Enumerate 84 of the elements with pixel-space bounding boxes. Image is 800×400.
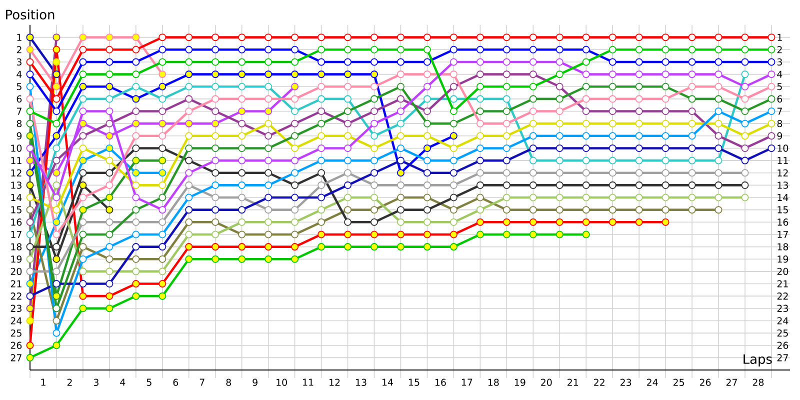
y2-tick-label: 7 [777, 108, 782, 115]
y-tick-label: 12 [11, 169, 22, 176]
x-tick-label: 4 [120, 378, 126, 386]
y-tick-label: 15 [11, 206, 22, 214]
y-tick-label: 14 [11, 194, 22, 201]
y-tick-label: 19 [11, 256, 22, 263]
y2-tick-label: 20 [777, 268, 788, 276]
x-tick-label: 25 [673, 378, 684, 386]
x-tick-label: 14 [382, 378, 393, 386]
y-tick-label: 5 [16, 83, 22, 90]
y-tick-label: 21 [10, 280, 22, 288]
x-tick-label: 3 [94, 378, 98, 386]
y-tick-label: 17 [11, 231, 22, 238]
x-tick-label: 26 [700, 378, 711, 386]
y-tick-label: 4 [16, 70, 22, 78]
y2-tick-label: 6 [777, 95, 782, 103]
x-tick-label: 16 [435, 378, 446, 386]
y2-tick-label: 14 [778, 194, 788, 201]
y2-tick-label: 18 [778, 243, 788, 250]
y2-tick-label: 27 [777, 354, 788, 362]
y2-tick-label: 16 [778, 218, 788, 226]
y-tick-label: 27 [10, 354, 22, 362]
y-tick-label: 7 [16, 108, 22, 115]
x-tick-label: 13 [356, 378, 366, 386]
y2-tick-label: 1 [778, 34, 782, 41]
y2-tick-label: 8 [777, 120, 782, 128]
y2-tick-label: 21 [777, 280, 788, 288]
y2-tick-label: 17 [778, 231, 788, 238]
x-tick-label: 24 [646, 378, 658, 386]
y-tick-label: 18 [11, 243, 22, 250]
y2-tick-label: 9 [777, 132, 782, 140]
y-tick-label: 23 [10, 304, 22, 312]
x-tick-label: 9 [252, 378, 258, 386]
y2-tick-label: 3 [777, 58, 782, 66]
x-tick-label: 12 [330, 378, 340, 386]
x-tick-label: 15 [409, 378, 420, 386]
y-tick-label: 26 [10, 342, 22, 349]
y2-tick-label: 12 [778, 169, 788, 176]
y-tick-label: 2 [16, 46, 22, 54]
y2-tick-label: 25 [777, 329, 788, 337]
y-tick-label: 24 [10, 317, 22, 324]
y2-tick-label: 13 [778, 182, 788, 189]
x-tick-label: 22 [594, 378, 604, 386]
y-tick-label: 9 [16, 132, 22, 140]
x-tick-label: 19 [514, 378, 526, 386]
y-tick-label: 11 [11, 157, 22, 164]
x-tick-label: 10 [276, 378, 287, 386]
y2-tick-label: 19 [778, 256, 788, 263]
x-tick-label: 27 [726, 378, 737, 386]
x-tick-label: 28 [752, 378, 764, 386]
x-tick-label: 18 [488, 378, 499, 386]
x-tick-label: 23 [620, 378, 632, 386]
x-tick-label: 7 [200, 378, 204, 386]
y2-tick-label: 11 [778, 157, 788, 164]
x-tick-label: 20 [541, 378, 552, 386]
y-axis-title: Position [6, 9, 54, 20]
y2-tick-label: 10 [778, 144, 788, 152]
x-tick-label: 8 [226, 378, 231, 386]
y-tick-label: 25 [10, 329, 22, 337]
y-tick-label: 16 [11, 218, 22, 226]
y-tick-label: 6 [16, 95, 22, 103]
y2-tick-label: 2 [777, 46, 782, 54]
y2-tick-label: 15 [778, 206, 788, 214]
y-tick-label: 22 [10, 292, 22, 300]
y-tick-label: 3 [16, 58, 22, 66]
y-tick-label: 1 [17, 34, 22, 41]
x-axis-title: Laps [744, 354, 772, 366]
y-tick-label: 13 [11, 182, 22, 189]
x-tick-label: 17 [462, 378, 472, 386]
y-tick-label: 8 [16, 120, 22, 128]
y-tick-label: 10 [11, 144, 22, 152]
y2-tick-label: 24 [777, 317, 788, 324]
x-tick-label: 5 [146, 378, 152, 386]
y2-tick-label: 4 [777, 70, 782, 78]
y2-tick-label: 22 [777, 292, 788, 300]
x-tick-label: 11 [303, 378, 314, 386]
x-tick-label: 2 [67, 378, 72, 386]
y2-tick-label: 26 [777, 342, 788, 349]
x-tick-label: 6 [173, 378, 178, 386]
y2-tick-label: 5 [777, 83, 782, 90]
x-tick-label: 21 [568, 378, 578, 386]
y2-tick-label: 23 [777, 304, 788, 312]
y-tick-label: 20 [10, 268, 22, 276]
x-tick-label: 1 [41, 378, 46, 386]
